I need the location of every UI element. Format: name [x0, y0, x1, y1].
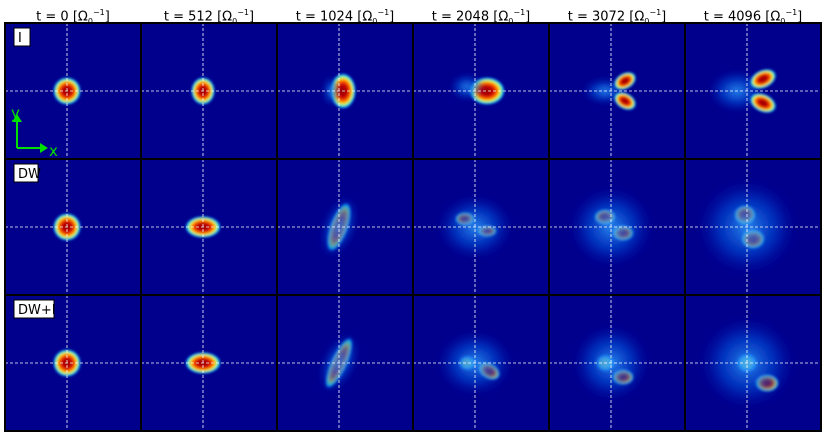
panel-r1-c5 [684, 158, 822, 296]
row-label-text: I [18, 31, 22, 46]
panel-r2-c4 [548, 294, 686, 432]
panel-r2-c5 [684, 294, 822, 432]
panel-r0-c4 [548, 22, 686, 160]
panel-r0-c3 [412, 22, 550, 160]
col-title-1: t = 512 [Ω0−1] [163, 8, 255, 26]
axis-y-label: y [11, 104, 20, 122]
panel-r0-c2 [276, 22, 414, 160]
panel-r1-c2 [276, 158, 414, 296]
panel-r2-c3 [412, 294, 550, 432]
row-label-2: DW+I [13, 299, 56, 319]
col-title-0: t = 0 [Ω0−1] [36, 8, 110, 26]
row-label-0: I [13, 27, 31, 47]
panel-r1-c4 [548, 158, 686, 296]
panel-r2-c1 [140, 294, 278, 432]
row-label-text: DW+I [18, 303, 56, 318]
panel-r0-c5 [684, 22, 822, 160]
col-title-2: t = 1024 [Ω0−1] [295, 8, 395, 26]
axis-x-label: x [49, 142, 58, 160]
row-label-text: DW [18, 167, 41, 182]
col-title-4: t = 3072 [Ω0−1] [567, 8, 667, 26]
row-label-1: DW [13, 163, 41, 183]
panel-r1-c1 [140, 158, 278, 296]
axes-indicator: yx [11, 104, 58, 160]
panel-r1-c3 [412, 158, 550, 296]
panel-r2-c2 [276, 294, 414, 432]
col-title-3: t = 2048 [Ω0−1] [431, 8, 531, 26]
panel-r0-c1 [140, 22, 278, 160]
col-title-5: t = 4096 [Ω0−1] [703, 8, 803, 26]
